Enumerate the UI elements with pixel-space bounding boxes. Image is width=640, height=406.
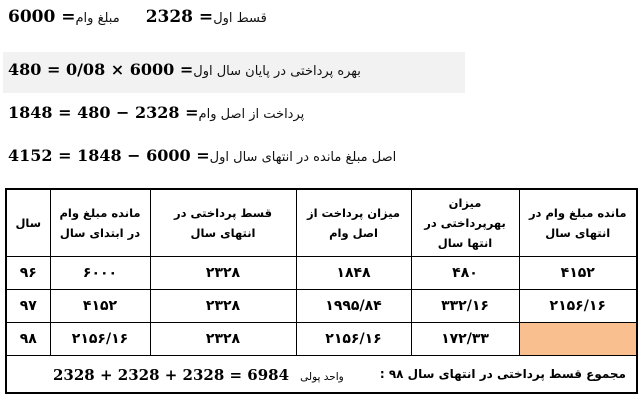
monetary-unit-label: واحد پولی — [300, 370, 344, 383]
header-year: سال — [5, 188, 51, 257]
equation-principal-payment: پرداخت از اصل وام= 2328 − 480 = 1848 — [8, 103, 304, 122]
header-balance-end: مانده مبلغ وام در انتهای سال — [518, 188, 638, 257]
cell-balance-end: ۴۱۵۲ — [518, 256, 638, 290]
cell-balance-start: ۲۱۵۶/۱۶ — [49, 322, 151, 356]
cell-installment: ۲۳۲۸ — [149, 322, 297, 356]
total-installments-equation: 2328 + 2328 + 2328 = 6984 — [53, 365, 290, 384]
total-installments-label: مجموع قسط پرداختی در انتهای سال ۹۸ : — [379, 367, 626, 381]
interest-paid-label: بهره پرداختی در پایان سال اول — [193, 64, 361, 79]
cell-balance-end: ۲۱۵۶/۱۶ — [518, 289, 638, 323]
cell-interest-paid: ۳۳۲/۱۶ — [410, 289, 520, 323]
cell-balance-end-highlighted — [518, 322, 638, 356]
cell-installment: ۲۳۲۸ — [149, 289, 297, 323]
loan-amount-label: مبلغ وام — [75, 11, 120, 26]
interest-paid-expression: = 6000 × 0/08 = 480 — [8, 60, 194, 79]
table-row-year-96: ۹۶ ۶۰۰۰ ۲۳۲۸ ۱۸۴۸ ۴۸۰ ۴۱۵۲ — [5, 256, 638, 290]
equation-loan-amount: مبلغ وام= 6000 — [8, 7, 120, 27]
header-installment: قسط پرداختی در انتهای سال — [149, 188, 297, 257]
cell-year: ۹۸ — [5, 322, 51, 356]
equation-first-installment: قسط اول= 2328 — [145, 7, 267, 27]
cell-installment: ۲۳۲۸ — [149, 256, 297, 290]
amortization-table: سال مانده مبلغ وام در ابتدای سال قسط پرد… — [5, 188, 638, 394]
cell-principal-paid: ۱۸۴۸ — [295, 256, 412, 290]
cell-year: ۹۷ — [5, 289, 51, 323]
principal-payment-expression: = 2328 − 480 = 1848 — [8, 103, 199, 122]
remaining-principal-label: اصل مبلغ مانده در انتهای سال اول — [209, 150, 397, 165]
equation-remaining-principal: اصل مبلغ مانده در انتهای سال اول= 6000 −… — [8, 146, 396, 165]
cell-interest-paid: ۱۷۲/۳۳ — [410, 322, 520, 356]
footer-equation-group: 2328 + 2328 + 2328 = 6984 واحد پولی — [53, 365, 344, 384]
header-principal-paid: میزان پرداخت از اصل وام — [295, 188, 412, 257]
table-row-year-98: ۹۸ ۲۱۵۶/۱۶ ۲۳۲۸ ۲۱۵۶/۱۶ ۱۷۲/۳۳ — [5, 322, 638, 356]
header-balance-start: مانده مبلغ وام در ابتدای سال — [49, 188, 151, 257]
cell-principal-paid: ۲۱۵۶/۱۶ — [295, 322, 412, 356]
table-footer-cell: 2328 + 2328 + 2328 = 6984 واحد پولی مجمو… — [5, 355, 638, 394]
first-installment-value: = 2328 — [145, 7, 214, 27]
table-row-year-97: ۹۷ ۴۱۵۲ ۲۳۲۸ ۱۹۹۵/۸۴ ۳۳۲/۱۶ ۲۱۵۶/۱۶ — [5, 289, 638, 323]
cell-balance-start: ۶۰۰۰ — [49, 256, 151, 290]
footer-content: 2328 + 2328 + 2328 = 6984 واحد پولی مجمو… — [7, 356, 636, 392]
header-interest-paid: میزان بهرپرداختی در انتها سال — [410, 188, 520, 257]
first-installment-label: قسط اول — [213, 11, 267, 26]
remaining-principal-expression: = 6000 − 1848 = 4152 — [8, 146, 210, 165]
principal-payment-label: پرداخت از اصل وام — [198, 107, 305, 122]
cell-interest-paid: ۴۸۰ — [410, 256, 520, 290]
table-footer-row: 2328 + 2328 + 2328 = 6984 واحد پولی مجمو… — [5, 355, 638, 394]
equation-line-1: قسط اول= 2328 مبلغ وام= 6000 — [8, 7, 267, 27]
cell-year: ۹۶ — [5, 256, 51, 290]
equation-interest-paid-year1: بهره پرداختی در پایان سال اول= 6000 × 0/… — [3, 52, 465, 93]
loan-amount-value: = 6000 — [8, 7, 76, 27]
cell-balance-start: ۴۱۵۲ — [49, 289, 151, 323]
table-header-row: سال مانده مبلغ وام در ابتدای سال قسط پرد… — [5, 188, 638, 257]
cell-principal-paid: ۱۹۹۵/۸۴ — [295, 289, 412, 323]
